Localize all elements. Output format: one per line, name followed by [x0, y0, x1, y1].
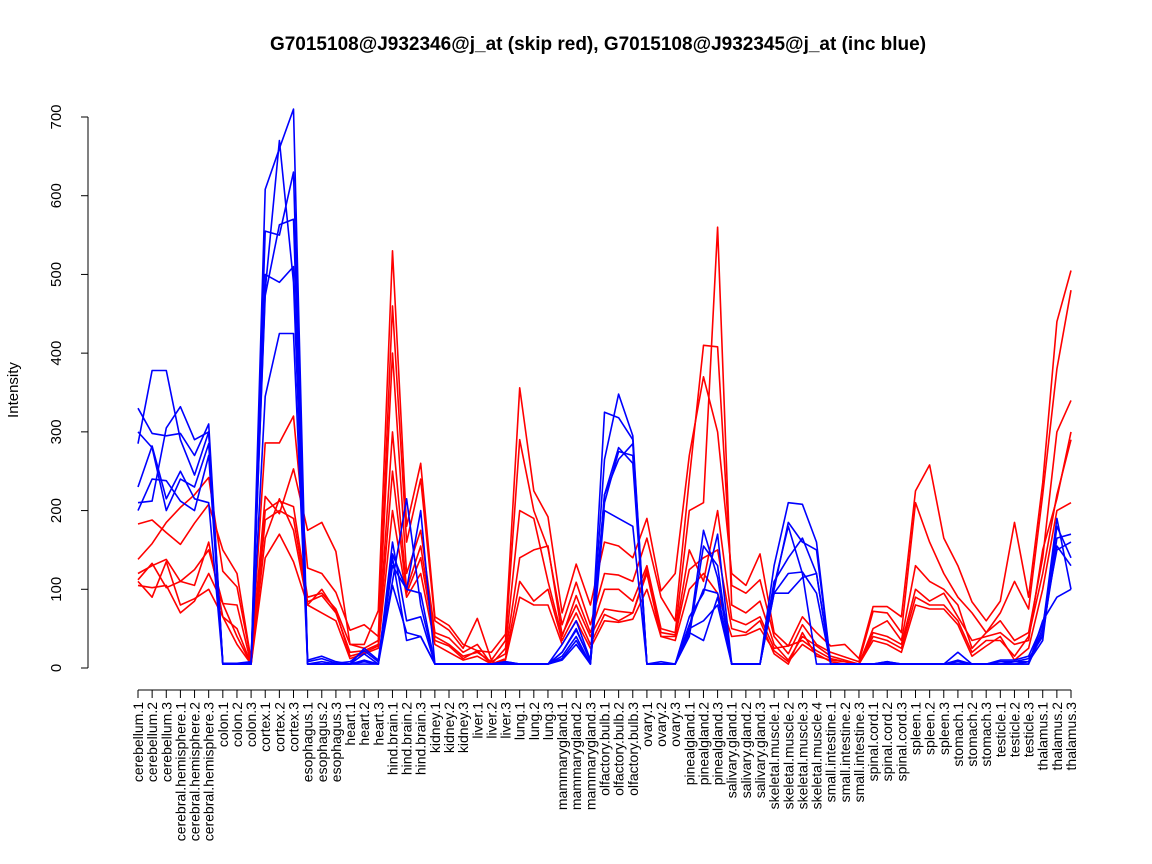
x-tick-label: skeletal.muscle.3 — [794, 702, 810, 810]
x-tick-label: heart.1 — [342, 702, 358, 746]
x-tick-label: spleen.1 — [908, 702, 924, 755]
x-tick-label: kidney.1 — [427, 702, 443, 753]
x-tick-label: thalamus.2 — [1049, 702, 1065, 771]
series-line-blue-7 — [137, 218, 1072, 665]
x-tick-label: stomach.3 — [978, 702, 994, 767]
x-tick-label: thalamus.3 — [1063, 702, 1079, 771]
x-tick-label: ovary.3 — [667, 702, 683, 747]
y-axis: 0 100 200 300 400 500 600 700 — [48, 104, 89, 672]
x-tick-label: skeletal.muscle.2 — [780, 702, 796, 810]
x-tick-label: ovary.1 — [639, 702, 655, 747]
x-tick-label: small.intestine.2 — [837, 702, 853, 803]
x-tick-label: colon.3 — [243, 702, 259, 747]
x-tick-label: skeletal.muscle.1 — [766, 702, 782, 810]
series-line-red-5 — [137, 439, 1072, 665]
x-tick-label: pinealgland.1 — [681, 702, 697, 786]
x-tick-label: hind.brain.3 — [413, 702, 429, 775]
x-tick-label: spleen.2 — [922, 702, 938, 755]
x-tick-label: liver.1 — [469, 702, 485, 739]
x-tick-label: cortex.3 — [286, 702, 302, 752]
x-tick-label: mammarygland.2 — [568, 702, 584, 810]
y-tick-label: 700 — [48, 104, 65, 129]
series-group — [137, 108, 1072, 665]
x-tick-label: kidney.3 — [455, 702, 471, 753]
x-tick-label: lung.2 — [526, 702, 542, 740]
x-tick-label: olfactory.bulb.2 — [611, 702, 627, 796]
x-tick-label: skeletal.muscle.4 — [809, 702, 825, 810]
x-tick-label: esophagus.2 — [314, 702, 330, 782]
x-tick-label: cortex.2 — [271, 702, 287, 752]
y-axis-label: Intensity — [5, 362, 22, 418]
x-tick-label: cerebral.hemisphere.3 — [201, 702, 217, 842]
x-tick-label: cerebral.hemisphere.2 — [187, 702, 203, 842]
x-tick-label: mammarygland.1 — [554, 702, 570, 810]
x-tick-label: cerebellum.2 — [144, 702, 160, 782]
series-line-red-6 — [137, 502, 1072, 665]
x-tick-label: lung.3 — [540, 702, 556, 740]
chart-title: G7015108@J932346@j_at (skip red), G70151… — [270, 34, 926, 55]
x-tick-label: testicle.2 — [1006, 702, 1022, 757]
x-tick-label: spinal.cord.2 — [879, 702, 895, 782]
series-line-blue-12 — [137, 265, 1072, 665]
x-tick-label: pinealgland.3 — [710, 702, 726, 786]
x-tick-label: olfactory.bulb.3 — [625, 702, 641, 796]
x-tick-label: spinal.cord.3 — [893, 702, 909, 782]
x-tick-label: esophagus.3 — [328, 702, 344, 782]
series-line-red-4 — [137, 431, 1072, 665]
x-tick-label: colon.1 — [215, 702, 231, 747]
x-tick-label: pinealgland.2 — [695, 702, 711, 786]
series-line-red-3 — [137, 226, 1072, 665]
x-tick-label: stomach.2 — [964, 702, 980, 767]
x-tick-label: cortex.1 — [257, 702, 273, 752]
y-tick-label: 300 — [48, 419, 65, 444]
x-tick-label: cerebellum.3 — [158, 702, 174, 782]
x-tick-label: small.intestine.1 — [823, 702, 839, 803]
x-tick-label: salivary.gland.3 — [752, 702, 768, 798]
x-tick-label: lung.1 — [512, 702, 528, 740]
series-line-red-1 — [137, 250, 1072, 661]
y-tick-label: 600 — [48, 183, 65, 208]
x-tick-label: spleen.3 — [936, 702, 952, 755]
x-tick-label: cerebellum.1 — [130, 702, 146, 782]
x-tick-label: esophagus.1 — [300, 702, 316, 782]
x-tick-label: kidney.2 — [441, 702, 457, 753]
x-tick-label: small.intestine.3 — [851, 702, 867, 803]
x-tick-label: testicle.1 — [992, 702, 1008, 757]
x-tick-label: heart.3 — [370, 702, 386, 746]
x-tick-label: ovary.2 — [653, 702, 669, 747]
x-tick-label: testicle.3 — [1021, 702, 1037, 757]
x-tick-label: liver.2 — [483, 702, 499, 739]
y-tick-label: 400 — [48, 341, 65, 366]
x-axis: cerebellum.1cerebellum.2cerebellum.3cere… — [130, 689, 1079, 842]
x-tick-label: salivary.gland.2 — [738, 702, 754, 798]
x-tick-label: hind.brain.1 — [384, 702, 400, 775]
y-tick-label: 100 — [48, 577, 65, 602]
x-tick-label: colon.2 — [229, 702, 245, 747]
x-tick-label: spinal.cord.1 — [865, 702, 881, 782]
series-line-blue-9 — [137, 108, 1072, 665]
series-line-red-2 — [137, 290, 1072, 663]
x-tick-label: salivary.gland.1 — [724, 702, 740, 798]
x-tick-label: mammarygland.3 — [582, 702, 598, 810]
x-tick-label: heart.2 — [356, 702, 372, 746]
x-tick-label: olfactory.bulb.1 — [597, 702, 613, 796]
x-tick-label: liver.3 — [498, 702, 514, 739]
x-tick-label: hind.brain.2 — [399, 702, 415, 775]
series-line-blue-8 — [137, 139, 1072, 665]
x-tick-label: thalamus.1 — [1035, 702, 1051, 771]
y-tick-label: 500 — [48, 262, 65, 287]
y-tick-label: 200 — [48, 498, 65, 523]
x-tick-label: stomach.1 — [950, 702, 966, 767]
y-tick-label: 0 — [48, 664, 65, 672]
x-tick-label: cerebral.hemisphere.1 — [172, 702, 188, 842]
